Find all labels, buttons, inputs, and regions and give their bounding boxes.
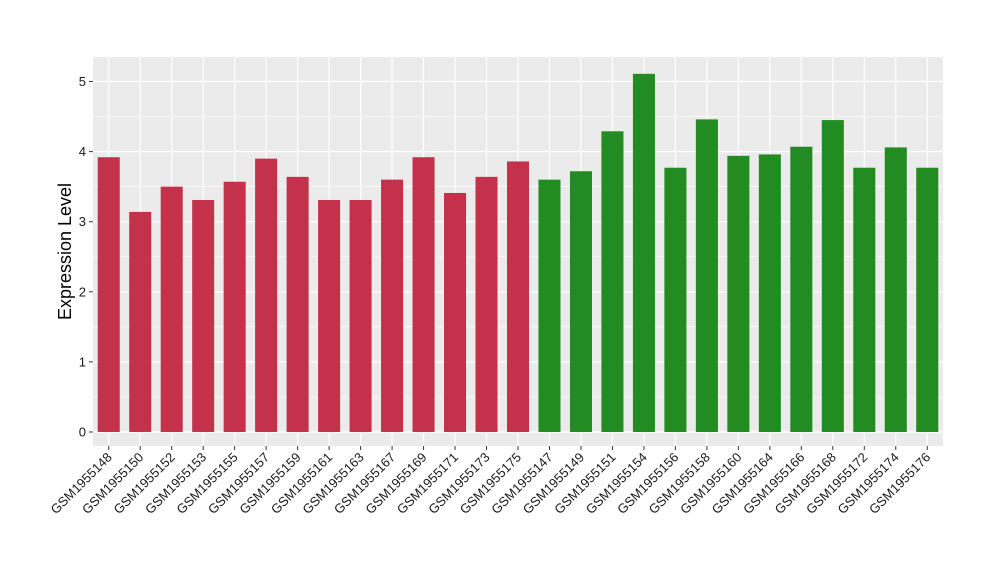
bar-GSM1955158 — [695, 119, 718, 432]
bar-GSM1955173 — [475, 176, 498, 432]
bar-GSM1955160 — [727, 155, 750, 432]
y-tick-label: 4 — [79, 144, 86, 159]
bar-GSM1955169 — [412, 157, 435, 432]
bar-GSM1955176 — [916, 167, 939, 432]
y-axis: 0 1 2 3 4 5 — [79, 74, 93, 439]
bar-GSM1955148 — [97, 157, 120, 432]
bar-GSM1955156 — [664, 167, 687, 432]
bar-GSM1955172 — [853, 167, 876, 432]
bars — [97, 73, 939, 432]
bar-GSM1955167 — [381, 179, 404, 432]
y-tick-label: 2 — [79, 284, 86, 299]
bar-GSM1955147 — [538, 179, 561, 432]
bar-GSM1955164 — [758, 154, 781, 432]
bar-GSM1955166 — [790, 146, 813, 432]
y-tick-label: 3 — [79, 214, 86, 229]
bar-GSM1955157 — [255, 158, 278, 432]
bar-GSM1955171 — [444, 192, 467, 432]
bar-GSM1955151 — [601, 131, 624, 432]
bar-GSM1955161 — [318, 199, 341, 432]
y-axis-title: Expression Level — [55, 183, 75, 320]
bar-GSM1955149 — [569, 171, 592, 432]
bar-GSM1955154 — [632, 73, 655, 432]
bar-GSM1955175 — [506, 161, 530, 432]
bar-GSM1955174 — [884, 147, 907, 432]
bar-GSM1955168 — [821, 120, 844, 432]
bar-GSM1955155 — [223, 181, 246, 432]
x-axis: GSM1955148GSM1955150GSM1955152GSM1955153… — [48, 446, 933, 517]
y-tick-label: 0 — [79, 424, 86, 439]
bar-GSM1955159 — [286, 176, 309, 432]
bar-GSM1955152 — [160, 186, 183, 432]
bar-GSM1955153 — [192, 199, 215, 432]
y-tick-label: 5 — [79, 74, 86, 89]
bar-GSM1955163 — [349, 199, 372, 432]
y-tick-label: 1 — [79, 354, 86, 369]
bar-GSM1955150 — [129, 211, 152, 432]
